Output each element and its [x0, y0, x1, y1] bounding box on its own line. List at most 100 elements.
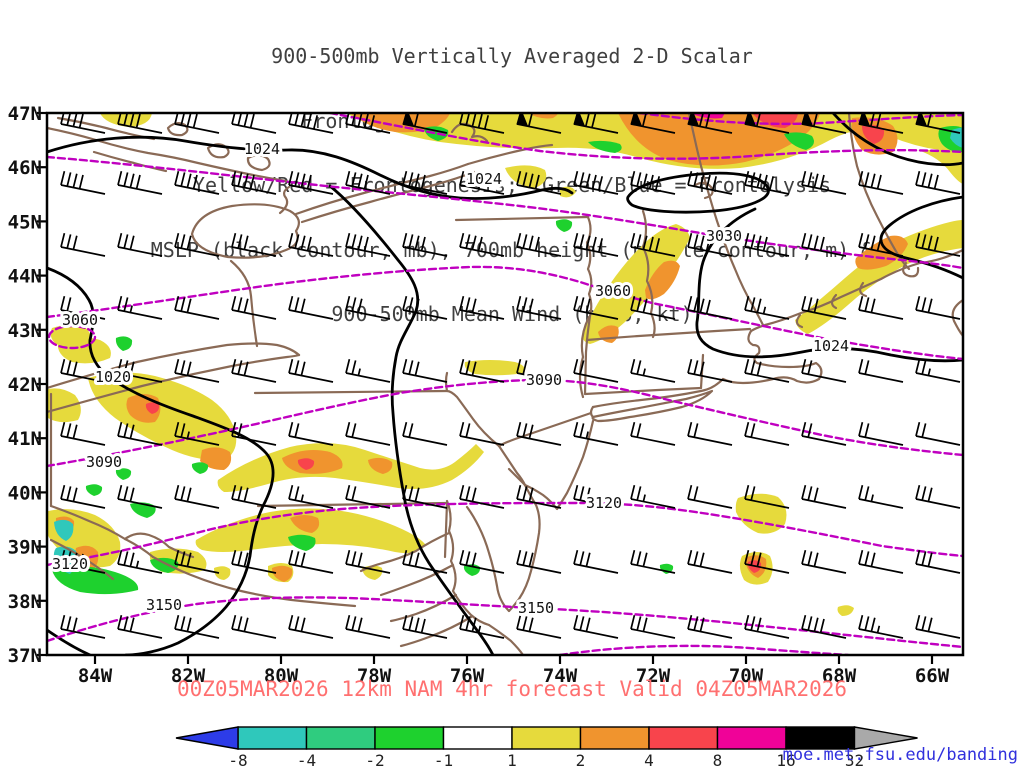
wind-barb: [459, 614, 505, 639]
wind-barb: [744, 484, 790, 509]
wind-barb: [117, 232, 163, 257]
wind-barb: [345, 358, 391, 383]
contour-label: 1024: [466, 170, 502, 188]
wind-barb-staff: [402, 549, 448, 574]
wind-barb: [858, 113, 904, 134]
wind-barb: [915, 358, 961, 383]
shading-magenta: [690, 113, 725, 119]
colorbar-label: 2: [576, 751, 586, 768]
wind-barb-staff: [402, 484, 448, 509]
wind-barb: [915, 484, 961, 509]
delaware-river-lower: [497, 444, 527, 487]
wind-barb-staff: [801, 295, 847, 320]
site-link[interactable]: moe.met.fsu.edu/banding: [782, 745, 1018, 765]
wind-barb: [60, 614, 106, 639]
wind-barb: [288, 421, 334, 446]
wind-barb: [858, 421, 904, 446]
wind-barb: [687, 113, 733, 134]
wind-barb-staff: [801, 358, 847, 383]
wind-barb-staff: [744, 358, 790, 383]
wind-barb-staff: [801, 484, 847, 509]
colorbar-segment: [579, 726, 650, 750]
wind-barb-staff: [744, 421, 790, 446]
wind-barb: [231, 358, 277, 383]
wind-barb-staff: [231, 549, 277, 574]
wind-barb: [60, 170, 106, 195]
wind-barb-staff: [174, 295, 220, 320]
wind-barb: [630, 421, 676, 446]
wind-barb: [801, 170, 847, 195]
wind-barb-staff: [516, 295, 562, 320]
height-contour-top-2: [328, 113, 963, 160]
river-squiggle-ne: [450, 122, 489, 143]
lon-label: 80W: [264, 665, 299, 687]
wind-barb-staff: [687, 232, 733, 257]
contour-label: 3150: [518, 599, 554, 617]
wind-barb-staff: [402, 170, 448, 195]
wind-barb: [402, 614, 448, 639]
wind-barb: [915, 113, 961, 134]
wind-barb-staff: [915, 484, 961, 509]
wind-barb-staff: [459, 170, 505, 195]
mslp-contour-sw-corner: [47, 628, 92, 655]
wind-barb: [60, 113, 106, 134]
wind-barb-staff: [288, 170, 334, 195]
contour-label: 3150: [146, 596, 182, 614]
wind-barb-staff: [60, 170, 106, 195]
wind-barb-pennant: [402, 113, 415, 127]
colorbar-label: -1: [434, 751, 453, 768]
wind-barb-staff: [345, 614, 391, 639]
maine-harbor-4: [795, 313, 804, 329]
wind-barb: [459, 484, 505, 509]
wind-barb: [117, 170, 163, 195]
contour-label: 3120: [52, 555, 88, 573]
wind-barb-staff: [345, 484, 391, 509]
delmarva-west-shore: [465, 505, 511, 613]
wind-barb-staff: [801, 614, 847, 639]
wind-barb: [744, 113, 790, 134]
wind-barb: [459, 421, 505, 446]
wind-barb-staff: [516, 170, 562, 195]
lat-label: 43N: [8, 320, 42, 342]
wind-barb-staff: [117, 358, 163, 383]
wind-barb: [573, 113, 619, 134]
wind-barb: [801, 484, 847, 509]
wind-barb: [915, 614, 961, 639]
wind-barb-staff: [117, 295, 163, 320]
wind-barb: [459, 232, 505, 257]
wind-barb-staff: [459, 614, 505, 639]
niagara-river: [229, 259, 259, 348]
wind-barb-pennant: [630, 113, 643, 127]
wind-barb: [801, 358, 847, 383]
maine-harbor-2: [859, 281, 868, 298]
colorbar-label: 32: [845, 751, 864, 768]
colorbar-segment: [374, 726, 445, 750]
lon-label: 72W: [636, 665, 671, 687]
wind-barb: [459, 358, 505, 383]
wind-barb-staff: [630, 549, 676, 574]
wind-barb: [174, 170, 220, 195]
wind-barb-pennant: [744, 113, 757, 127]
contour-labels: 1024 1024 1024 1020 3030 3060 3060 3090 3090 3120…: [49, 137, 852, 620]
ma-south-border: [583, 386, 703, 396]
wind-barb: [630, 549, 676, 574]
lat-label: 40N: [8, 482, 42, 504]
lon-label: 82W: [171, 665, 206, 687]
nova-scotia-coast: [951, 298, 963, 338]
title-line-1: 900-500mb Vertically Averaged 2-D Scalar: [271, 44, 753, 68]
wind-barb: [573, 295, 619, 320]
wind-barb: [915, 232, 961, 257]
wind-barb: [174, 358, 220, 383]
lake-champlain: [585, 213, 593, 318]
wind-barb: [858, 295, 904, 320]
mslp-contours: [47, 113, 963, 655]
wind-barb-staff: [573, 170, 619, 195]
lat-label: 41N: [8, 428, 42, 450]
wind-barb-staff: [402, 421, 448, 446]
wind-barbs: [60, 113, 961, 639]
wind-barb: [117, 421, 163, 446]
wind-barb-pennant: [801, 113, 814, 127]
wind-barb-staff: [858, 421, 904, 446]
wind-barb: [687, 484, 733, 509]
